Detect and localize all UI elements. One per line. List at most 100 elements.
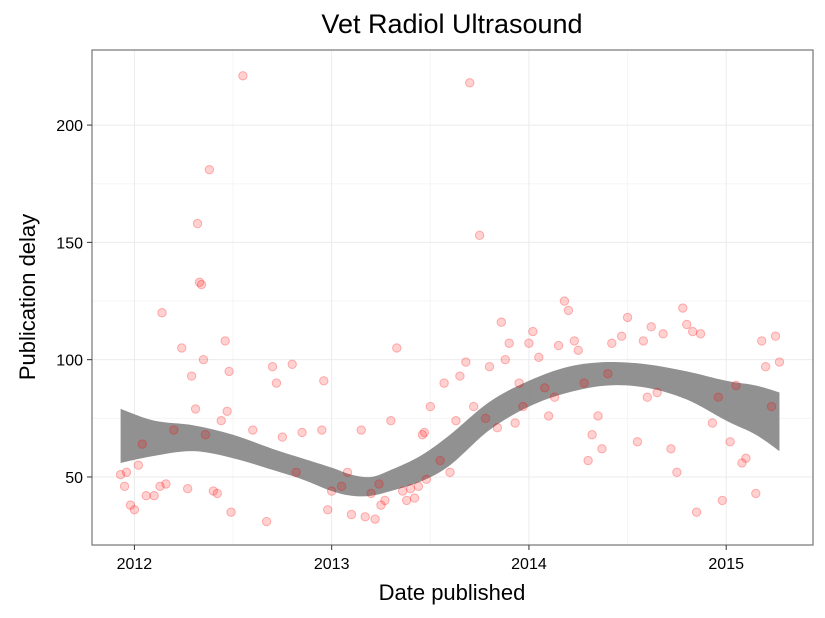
data-point [137, 439, 148, 449]
data-point [593, 411, 603, 421]
data-point [607, 338, 617, 348]
data-point [528, 326, 538, 337]
data-point [238, 71, 248, 81]
data-point [204, 164, 215, 175]
data-point [425, 401, 436, 412]
y-axis-title: Publication delay [15, 214, 40, 380]
data-point [469, 401, 479, 412]
data-point [534, 352, 544, 363]
data-point [514, 378, 524, 388]
data-point [672, 467, 682, 477]
data-point [757, 336, 767, 346]
data-point [186, 371, 197, 381]
data-point [200, 430, 211, 440]
data-point [587, 430, 597, 440]
x-tick-label: 2015 [708, 556, 744, 573]
data-point [196, 279, 207, 290]
data-point [603, 369, 613, 379]
data-point [540, 383, 550, 393]
data-point [451, 415, 461, 426]
data-point [445, 467, 455, 477]
data-point [691, 507, 702, 517]
data-point [208, 486, 219, 496]
data-point [370, 514, 380, 524]
data-point [417, 430, 428, 440]
data-point [212, 488, 222, 499]
data-point [267, 362, 278, 372]
data-point [119, 481, 130, 492]
data-point [695, 329, 706, 339]
data-point [319, 376, 329, 386]
data-point [439, 378, 449, 388]
data-point [287, 359, 297, 370]
data-point [553, 340, 564, 351]
data-point [638, 336, 649, 346]
plot-frame [91, 49, 814, 546]
grid [92, 50, 813, 545]
y-tick-label: 200 [56, 118, 83, 135]
data-point [169, 425, 179, 435]
data-point [632, 437, 643, 447]
data-point [326, 486, 337, 496]
data-point [115, 469, 126, 480]
smooth-confidence-band [120, 361, 780, 497]
data-point [133, 460, 144, 470]
data-point [216, 415, 226, 426]
y-tick-label: 100 [56, 353, 83, 370]
data-point [770, 331, 781, 341]
data-point [198, 354, 209, 365]
data-point [500, 354, 510, 365]
data-point [121, 467, 132, 477]
data-point [222, 406, 232, 416]
data-point [646, 322, 656, 332]
data-point [616, 331, 627, 341]
data-point [336, 481, 347, 492]
data-point [397, 486, 408, 496]
data-point [224, 366, 234, 377]
data-point [579, 378, 589, 388]
data-point [504, 338, 514, 348]
y-tick-label: 50 [65, 470, 83, 487]
x-tick-label: 2012 [117, 556, 153, 573]
data-point [360, 512, 370, 522]
data-point [323, 505, 333, 515]
data-point [149, 491, 159, 501]
data-point [774, 357, 785, 367]
data-point [707, 418, 718, 428]
data-point [277, 432, 288, 442]
data-point [125, 500, 136, 510]
data-point [713, 392, 724, 402]
data-point [392, 343, 402, 353]
data-point [666, 444, 676, 454]
data-point [717, 495, 727, 506]
data-point [678, 303, 688, 313]
points-layer [115, 71, 785, 527]
data-point [421, 474, 432, 485]
data-point [741, 453, 751, 463]
data-point [194, 277, 205, 287]
data-point [549, 392, 560, 402]
data-point [129, 505, 140, 515]
data-point [474, 230, 485, 241]
data-point [386, 415, 396, 426]
data-point [563, 305, 574, 316]
data-point [658, 329, 668, 339]
data-point [573, 345, 583, 355]
data-point [356, 425, 366, 435]
data-point [597, 444, 607, 454]
data-point [317, 425, 327, 435]
data-point [271, 378, 282, 388]
data-point [380, 495, 390, 506]
data-point [346, 509, 357, 520]
data-point [461, 357, 471, 367]
data-point [376, 500, 386, 510]
data-point [220, 336, 230, 346]
data-point [543, 411, 554, 421]
data-point [374, 479, 384, 489]
data-point [190, 404, 201, 414]
data-point [652, 387, 662, 398]
data-point [687, 326, 698, 337]
data-point [409, 493, 420, 503]
data-point [405, 483, 416, 494]
data-point [182, 483, 193, 494]
